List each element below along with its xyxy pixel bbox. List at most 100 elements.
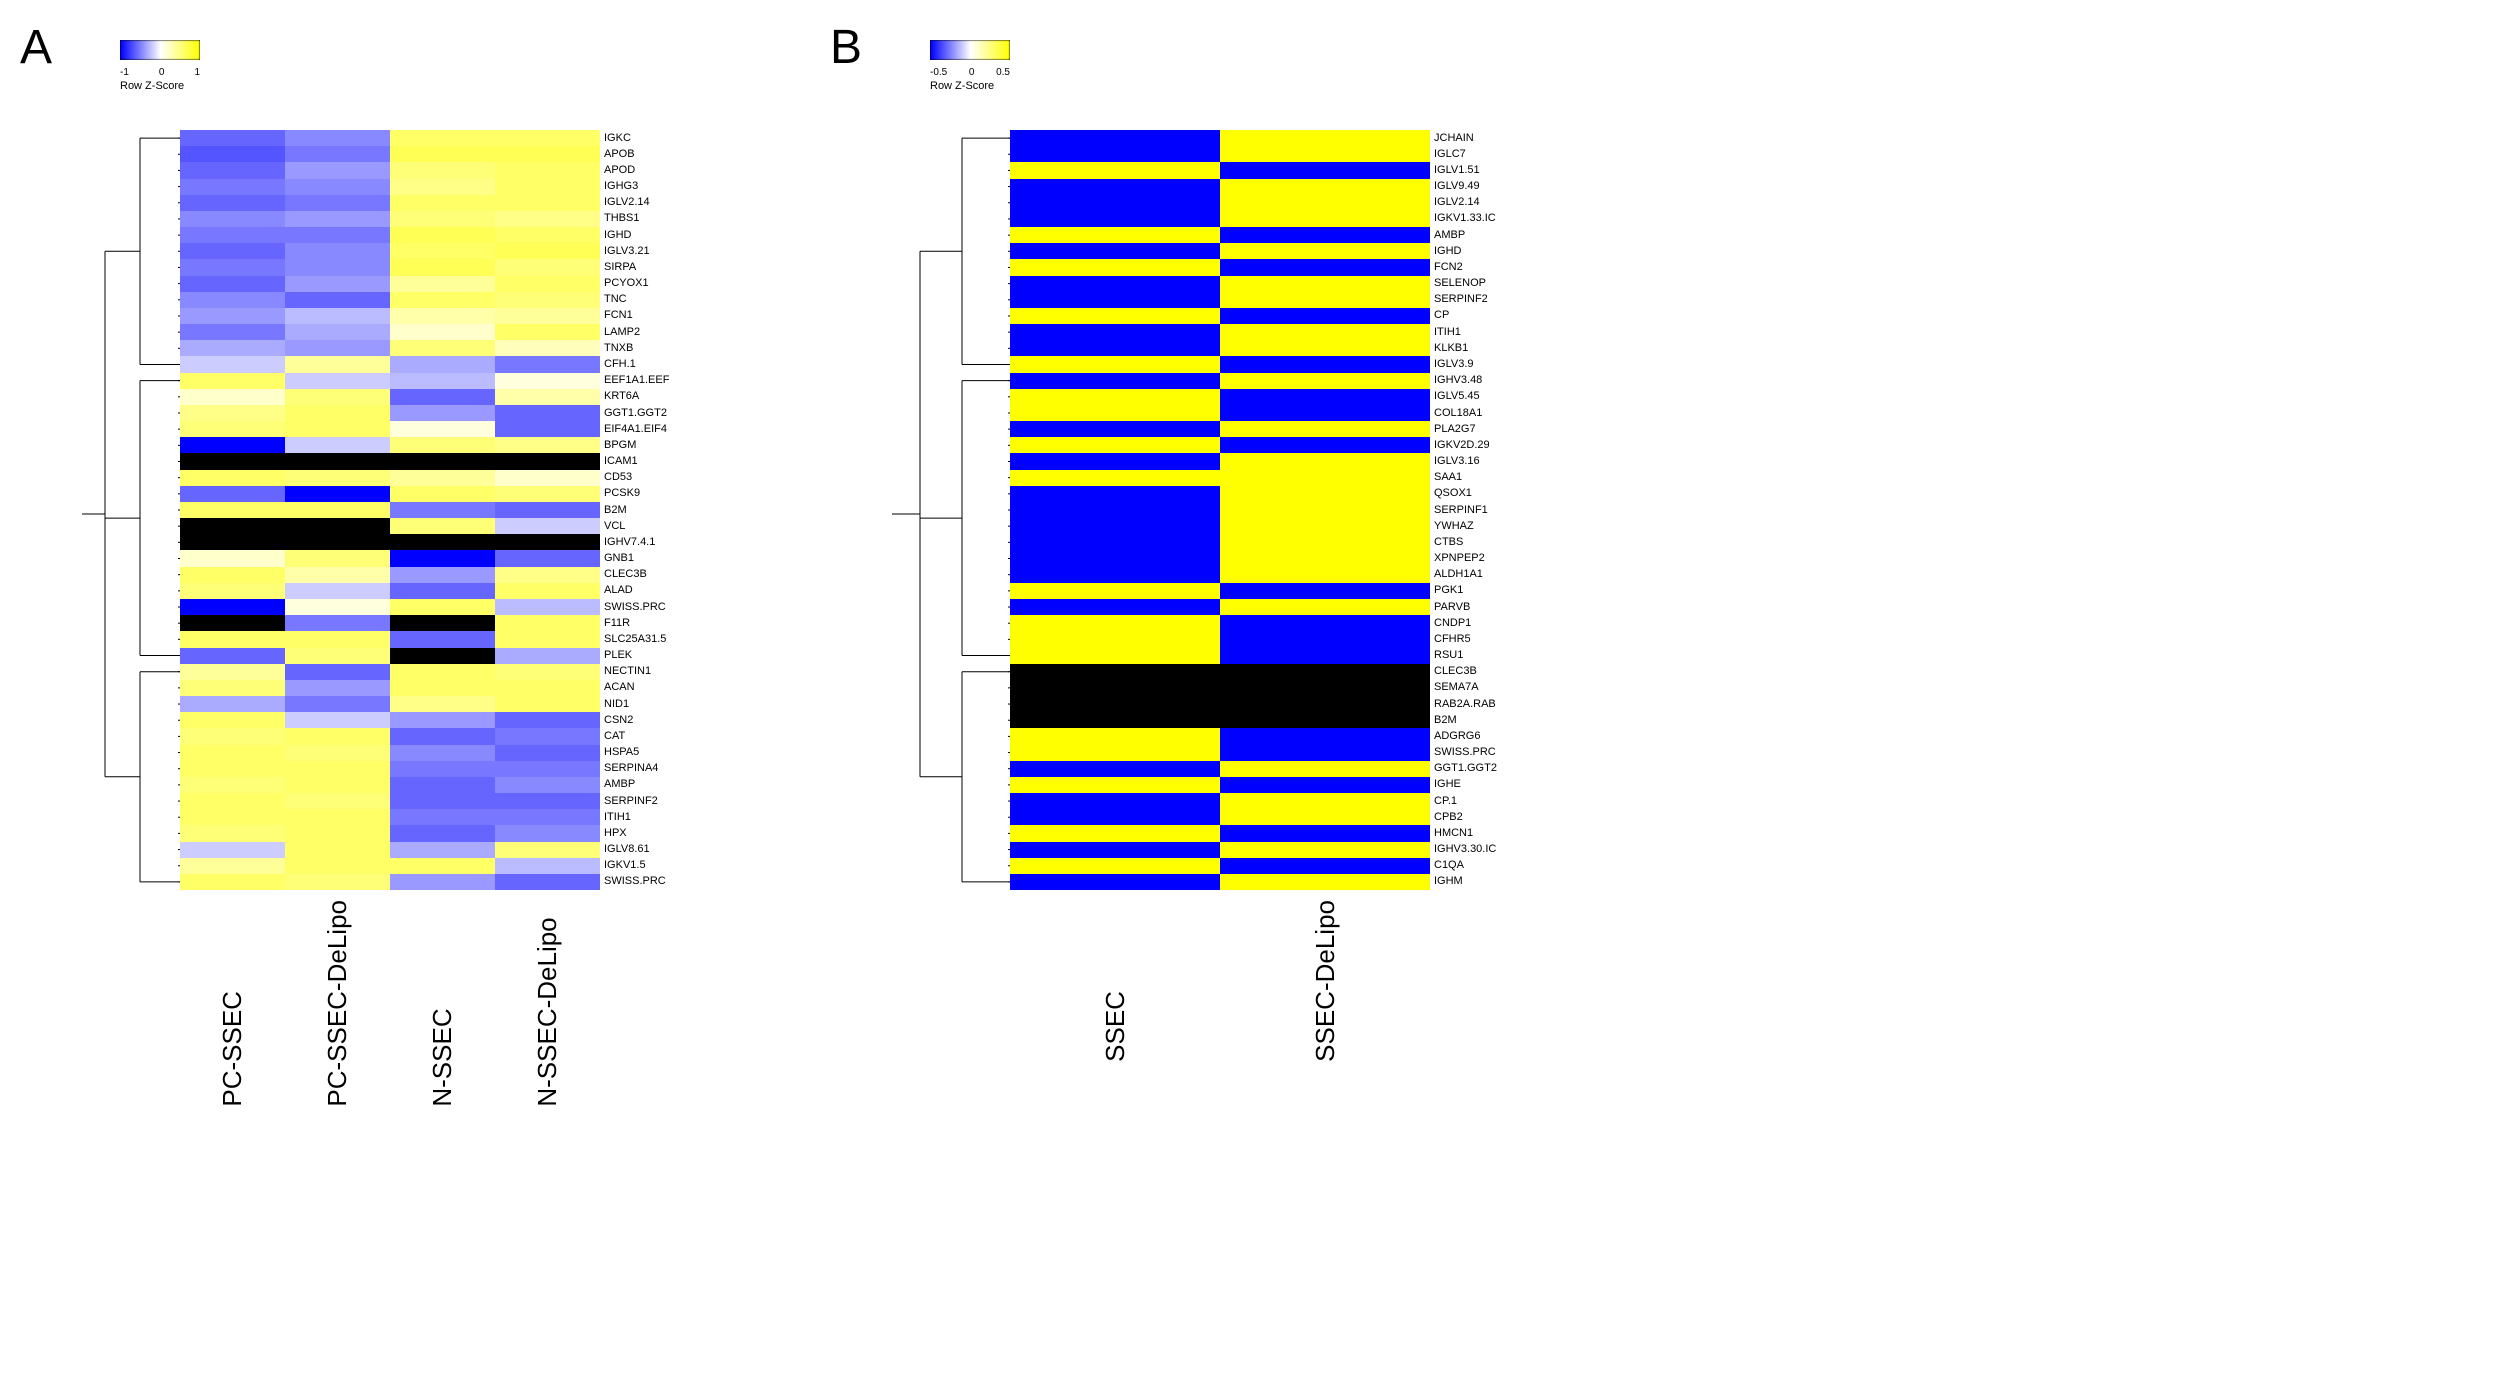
heatmap-cell xyxy=(180,680,285,696)
row-label: YWHAZ xyxy=(1434,518,1497,534)
row-label: SEMA7A xyxy=(1434,680,1497,696)
heatmap-cell xyxy=(1220,373,1430,389)
heatmap-cell xyxy=(495,146,600,162)
heatmap-cell xyxy=(390,550,495,566)
heatmap-row xyxy=(180,211,600,227)
heatmap-cell xyxy=(1220,502,1430,518)
heatmap-cell xyxy=(1010,453,1220,469)
row-label: IGHE xyxy=(1434,777,1497,793)
heatmap-cell xyxy=(495,858,600,874)
row-label: SWISS.PRC xyxy=(604,874,669,890)
heatmap-cell xyxy=(285,292,390,308)
heatmap-cell xyxy=(1010,146,1220,162)
row-label: IGHM xyxy=(1434,874,1497,890)
panel-b-dendrogram xyxy=(890,130,1010,890)
heatmap-cell xyxy=(1010,793,1220,809)
heatmap-cell xyxy=(285,195,390,211)
heatmap-cell xyxy=(1220,534,1430,550)
heatmap-cell xyxy=(390,162,495,178)
row-label: RSU1 xyxy=(1434,648,1497,664)
panel-b-heatmap-area: JCHAINIGLC7IGLV1.51IGLV9.49IGLV2.14IGKV1… xyxy=(890,130,1497,890)
row-label: PLA2G7 xyxy=(1434,421,1497,437)
tick: 0.5 xyxy=(996,67,1010,78)
heatmap-cell xyxy=(285,227,390,243)
row-label: TNXB xyxy=(604,340,669,356)
heatmap-cell xyxy=(285,162,390,178)
heatmap-cell xyxy=(495,227,600,243)
heatmap-cell xyxy=(1220,809,1430,825)
heatmap-cell xyxy=(495,809,600,825)
row-label: SELENOP xyxy=(1434,276,1497,292)
heatmap-cell xyxy=(180,615,285,631)
col-label: SSEC-DeLipo xyxy=(1220,900,1430,1062)
heatmap-cell xyxy=(1220,793,1430,809)
heatmap-row xyxy=(1010,211,1430,227)
heatmap-cell xyxy=(285,518,390,534)
heatmap-cell xyxy=(390,825,495,841)
heatmap-cell xyxy=(1010,761,1220,777)
heatmap-row xyxy=(1010,292,1430,308)
heatmap-cell xyxy=(495,518,600,534)
heatmap-cell xyxy=(390,486,495,502)
heatmap-row xyxy=(1010,162,1430,178)
heatmap-cell xyxy=(495,793,600,809)
panel-a-heatmap xyxy=(180,130,600,890)
tick: 1 xyxy=(194,67,200,78)
heatmap-cell xyxy=(285,130,390,146)
tick: 0 xyxy=(969,67,975,78)
heatmap-cell xyxy=(390,389,495,405)
heatmap-row xyxy=(1010,842,1430,858)
panel-b-legend-ticks: -0.5 0 0.5 xyxy=(930,67,1010,78)
heatmap-row xyxy=(180,227,600,243)
heatmap-row xyxy=(1010,276,1430,292)
heatmap-cell xyxy=(285,648,390,664)
heatmap-cell xyxy=(1010,809,1220,825)
heatmap-cell xyxy=(1010,373,1220,389)
heatmap-cell xyxy=(1010,421,1220,437)
heatmap-row xyxy=(180,421,600,437)
row-label: IGHD xyxy=(604,227,669,243)
heatmap-cell xyxy=(1220,550,1430,566)
heatmap-cell xyxy=(495,680,600,696)
heatmap-cell xyxy=(285,453,390,469)
heatmap-row xyxy=(180,243,600,259)
heatmap-cell xyxy=(1220,858,1430,874)
row-label: CP.1 xyxy=(1434,793,1497,809)
heatmap-cell xyxy=(390,437,495,453)
heatmap-cell xyxy=(1220,583,1430,599)
heatmap-cell xyxy=(495,696,600,712)
heatmap-cell xyxy=(495,405,600,421)
heatmap-cell xyxy=(180,567,285,583)
heatmap-row xyxy=(1010,405,1430,421)
panel-b-legend: -0.5 0 0.5 Row Z-Score xyxy=(930,40,1010,92)
heatmap-cell xyxy=(180,809,285,825)
heatmap-row xyxy=(1010,340,1430,356)
heatmap-cell xyxy=(180,227,285,243)
row-label: HPX xyxy=(604,825,669,841)
heatmap-row xyxy=(1010,858,1430,874)
heatmap-cell xyxy=(285,858,390,874)
heatmap-row xyxy=(180,728,600,744)
heatmap-cell xyxy=(1220,664,1430,680)
heatmap-cell xyxy=(390,179,495,195)
heatmap-cell xyxy=(285,842,390,858)
row-label: IGHG3 xyxy=(604,179,669,195)
heatmap-cell xyxy=(1220,470,1430,486)
heatmap-row xyxy=(1010,599,1430,615)
row-label: EEF1A1.EEF xyxy=(604,373,669,389)
heatmap-cell xyxy=(1010,308,1220,324)
row-label: SERPINF1 xyxy=(1434,502,1497,518)
heatmap-row xyxy=(180,340,600,356)
row-label: IGLV5.45 xyxy=(1434,389,1497,405)
heatmap-cell xyxy=(1220,648,1430,664)
heatmap-row xyxy=(180,550,600,566)
heatmap-row xyxy=(180,470,600,486)
heatmap-cell xyxy=(1220,825,1430,841)
heatmap-cell xyxy=(180,825,285,841)
heatmap-cell xyxy=(180,728,285,744)
heatmap-cell xyxy=(390,842,495,858)
row-label: CPB2 xyxy=(1434,809,1497,825)
heatmap-cell xyxy=(285,567,390,583)
row-label: QSOX1 xyxy=(1434,486,1497,502)
row-label: APOD xyxy=(604,162,669,178)
